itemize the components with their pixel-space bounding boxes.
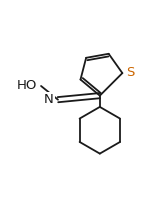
Text: S: S: [126, 66, 134, 79]
Text: HO: HO: [17, 79, 37, 92]
Text: N: N: [44, 93, 54, 106]
